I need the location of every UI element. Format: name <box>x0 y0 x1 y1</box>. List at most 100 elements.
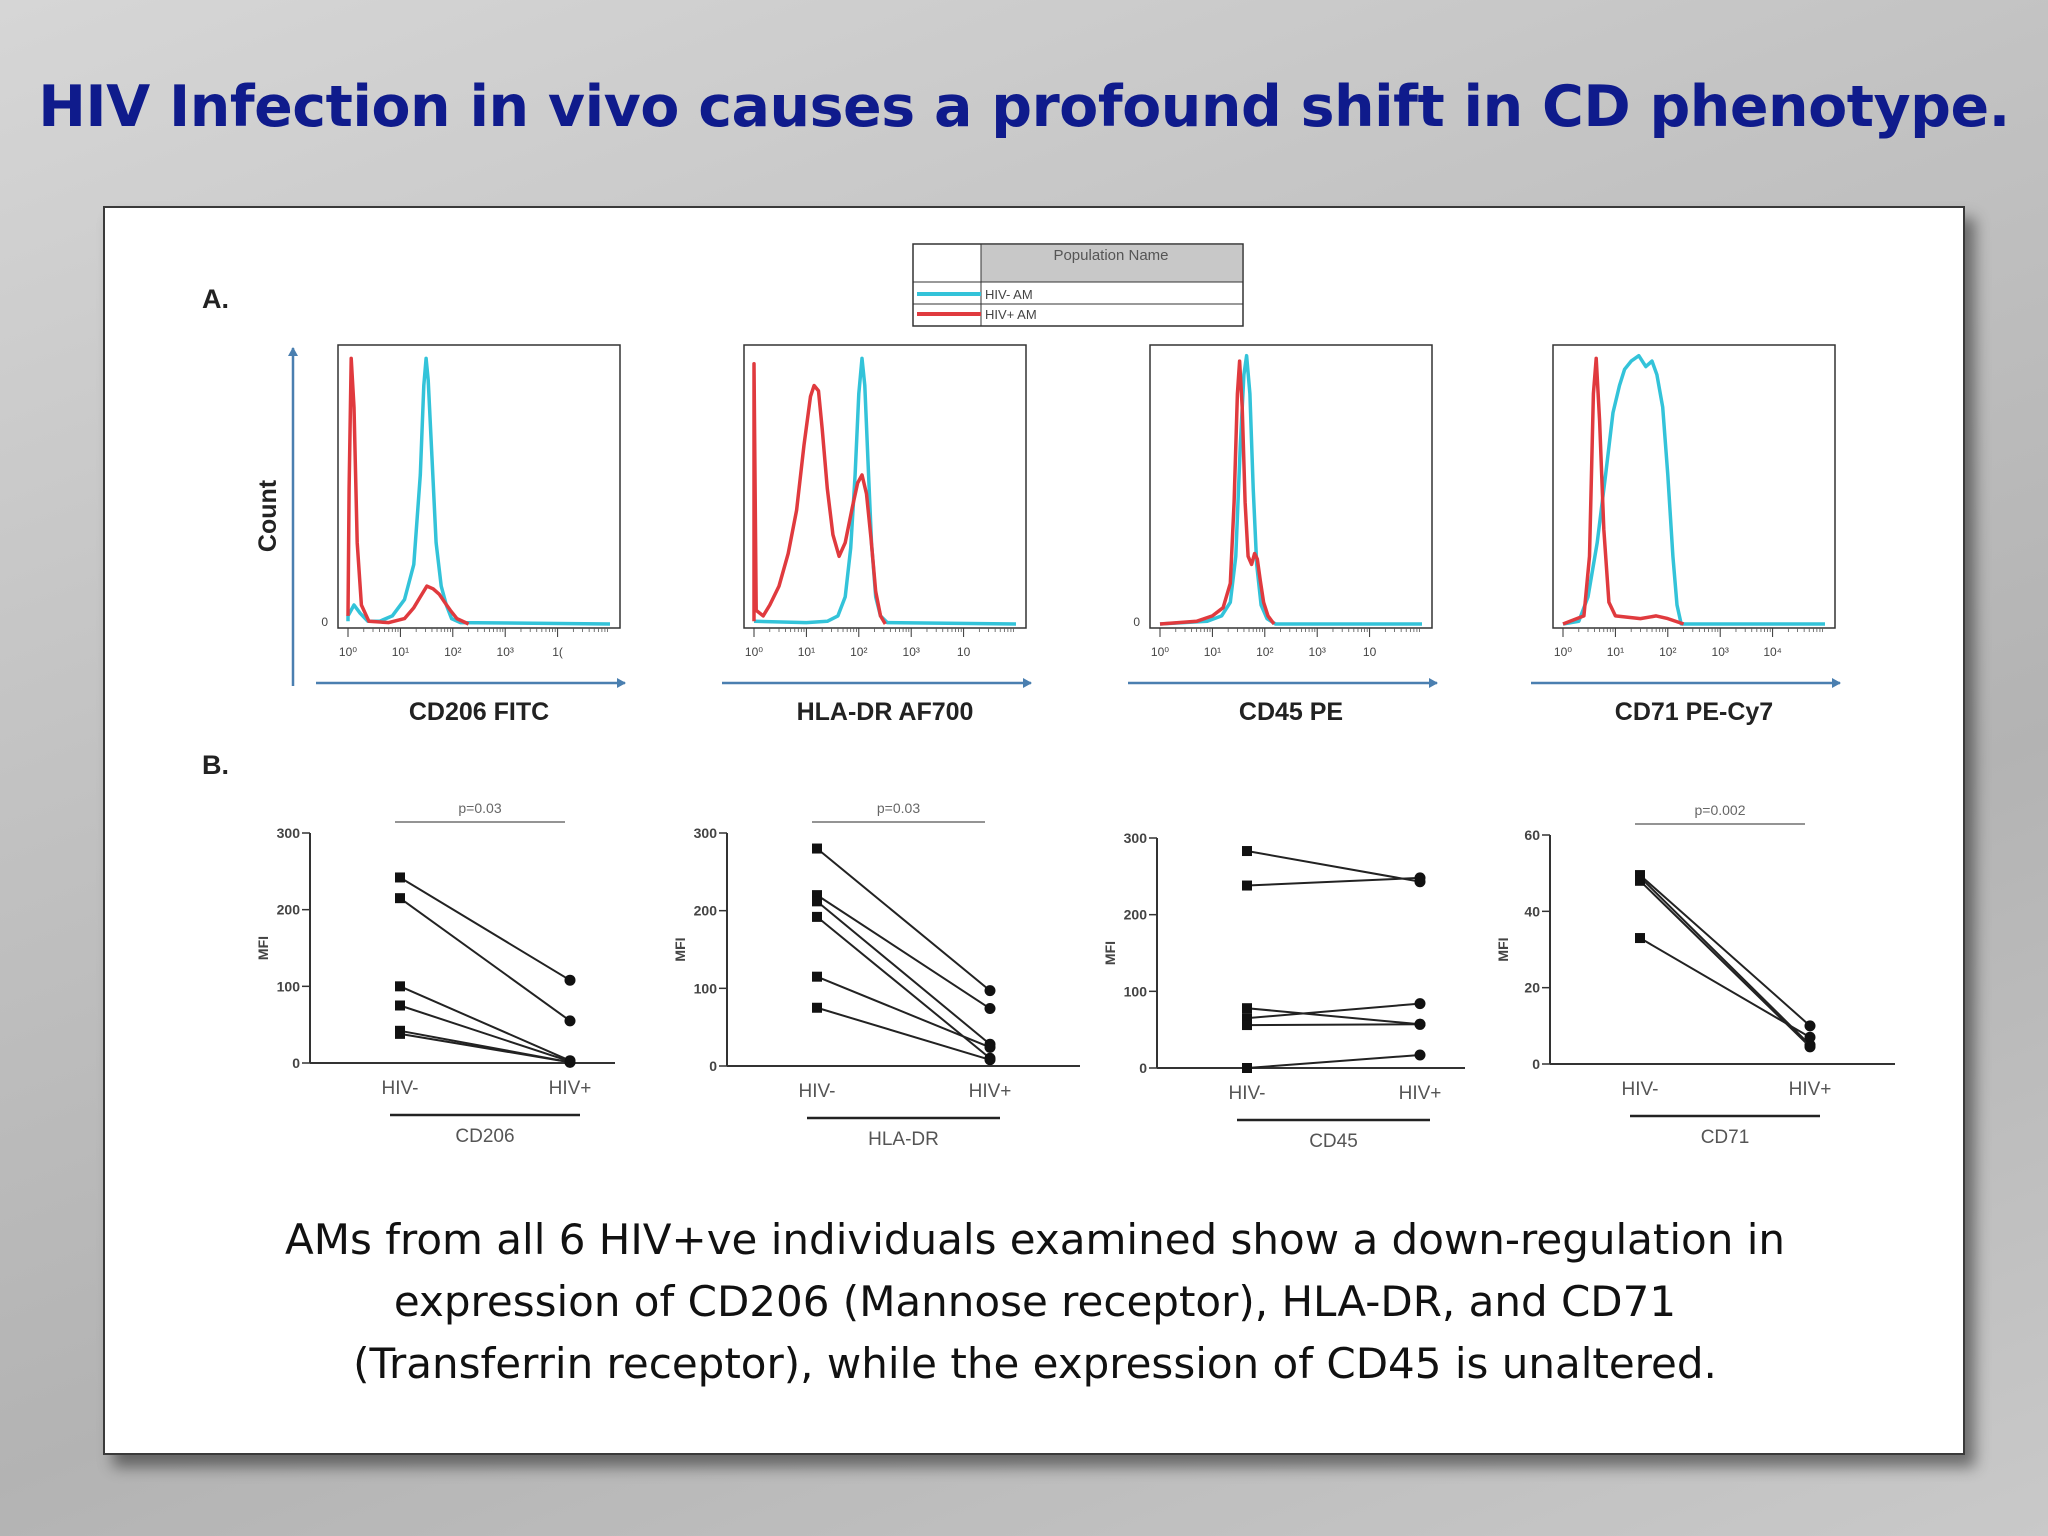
p-value-label: p=0.03 <box>458 800 501 816</box>
hiv-neg-point <box>395 872 405 883</box>
pair-line <box>816 900 991 1046</box>
x-tick-label: 10² <box>444 645 461 659</box>
hiv-pos-point <box>564 1015 576 1027</box>
x-tick-label: 10³ <box>903 645 920 659</box>
hiv-pos-point <box>1804 1020 1816 1032</box>
pair-line <box>816 975 991 1049</box>
category-label: HIV+ <box>549 1078 592 1099</box>
x-tick-label: 10³ <box>1309 645 1326 659</box>
hiv-neg-point <box>395 1000 405 1011</box>
histogram-2: 10⁰ 10¹ 10² 10³ 10 HLA-DR AF700 <box>722 344 1032 726</box>
hiv-neg-point <box>1242 1003 1252 1014</box>
hiv-neg-point <box>812 890 822 901</box>
category-label: HIV- <box>382 1078 419 1099</box>
pair-line <box>1246 1002 1421 1020</box>
x-tick-label: 10 <box>957 645 971 659</box>
x-tick-label: 10² <box>1256 645 1273 659</box>
p-value-label: p=0.002 <box>1695 802 1746 818</box>
y-tick-label: 200 <box>277 902 301 918</box>
histogram-frame <box>1552 344 1836 629</box>
hiv-pos-point <box>984 1054 996 1066</box>
pair-line <box>1639 880 1811 1048</box>
histogram-frame <box>1149 344 1433 629</box>
pair-line <box>399 1032 571 1064</box>
legend-label: HIV- AM <box>985 287 1033 302</box>
count-axis-label: Count <box>254 479 282 552</box>
y-axis-label: MFI <box>1102 941 1118 965</box>
y-tick-label: 200 <box>1124 907 1148 923</box>
x-tick-label: 10¹ <box>1607 645 1624 659</box>
group-title: CD45 <box>1309 1131 1358 1152</box>
slide-title: HIV Infection in vivo causes a profound … <box>38 74 2010 140</box>
pair-line <box>1639 937 1811 1039</box>
hiv-pos-point <box>1414 1018 1426 1030</box>
y-tick-label: 60 <box>1524 827 1540 843</box>
pair-line <box>816 894 991 1010</box>
hiv-pos-point <box>1414 872 1426 884</box>
hiv-neg-point <box>812 911 822 922</box>
pair-line <box>1246 1007 1421 1026</box>
hiv-pos-point <box>1414 1049 1426 1061</box>
y-tick-label: 200 <box>694 903 718 919</box>
panel-a-label: A. <box>202 284 229 314</box>
x-tick-label: 10⁰ <box>339 645 357 659</box>
histogram-3: 10⁰ 10¹ 10² 10³ 10 0 CD45 PE <box>1128 344 1438 726</box>
category-label: HIV+ <box>1399 1083 1442 1104</box>
legend-header-bg <box>981 245 1242 282</box>
pair-line <box>399 985 571 1062</box>
hiv-neg-point <box>1635 933 1645 944</box>
x-tick-label: 10¹ <box>798 645 815 659</box>
x-axis-label: CD71 PE-Cy7 <box>1615 698 1773 726</box>
histogram-curve <box>1562 353 1825 626</box>
y-tick-label: 0 <box>1532 1056 1540 1072</box>
pair-line <box>399 897 571 1022</box>
hiv-neg-point <box>812 896 822 907</box>
y-tick-label: 0 <box>292 1055 300 1071</box>
p-value-label: p=0.03 <box>877 800 920 816</box>
y-tick-label: 0 <box>321 615 328 629</box>
hiv-pos-point <box>564 1056 576 1068</box>
hiv-pos-point <box>1804 1041 1816 1053</box>
x-tick-label: 10⁰ <box>745 645 763 659</box>
histogram-4: 10⁰ 10¹ 10² 10³ 10⁴ CD71 PE-Cy7 <box>1531 344 1841 726</box>
x-tick-label: 10² <box>1659 645 1676 659</box>
category-label: HIV- <box>1229 1083 1266 1104</box>
y-tick-label: 0 <box>1139 1060 1147 1076</box>
hiv-neg-point <box>395 1028 405 1039</box>
y-axis-label: MFI <box>1495 937 1511 961</box>
group-title: CD71 <box>1701 1127 1750 1148</box>
x-axis-label: HLA-DR AF700 <box>797 698 974 726</box>
y-tick-label: 20 <box>1524 980 1540 996</box>
histogram-curve <box>1562 356 1685 626</box>
pair-line <box>816 1006 991 1061</box>
y-axis-label: MFI <box>255 936 271 960</box>
y-tick-label: 100 <box>694 980 718 996</box>
histogram-curve <box>346 356 470 626</box>
hiv-pos-point <box>984 985 996 997</box>
group-title: CD206 <box>455 1126 514 1147</box>
x-tick-label: 10³ <box>1712 645 1729 659</box>
histogram-curve <box>1159 359 1276 626</box>
legend-header: Population Name <box>1053 247 1168 264</box>
pair-line <box>1246 876 1421 887</box>
category-label: HIV+ <box>1789 1079 1832 1100</box>
y-tick-label: 300 <box>277 825 301 841</box>
paired-plot-2: 0 100 200 300 MFI HIV- HIV+ HLA-DR p=0.03 <box>672 800 1080 1150</box>
figure-panel: Population Name HIV- AM HIV+ AM Count 10⁰ 10… <box>103 206 1965 1455</box>
x-tick-label: 10⁰ <box>1554 645 1572 659</box>
y-tick-label: 300 <box>1124 830 1148 846</box>
pair-line <box>399 876 571 982</box>
hiv-pos-point <box>984 1003 996 1015</box>
hiv-neg-point <box>1242 846 1252 857</box>
y-tick-label: 100 <box>277 978 301 994</box>
hiv-pos-point <box>1804 1031 1816 1043</box>
hiv-pos-point <box>564 974 576 986</box>
pair-line <box>1246 1023 1421 1027</box>
paired-plot-3: 0 100 200 300 MFI HIV- HIV+ CD45 <box>1102 830 1465 1152</box>
y-tick-label: 40 <box>1524 903 1540 919</box>
x-tick-label: 10² <box>850 645 867 659</box>
paired-plot-4: 0 20 40 60 MFI HIV- HIV+ CD71 p=0.002 <box>1495 802 1895 1148</box>
hiv-neg-point <box>812 971 822 982</box>
